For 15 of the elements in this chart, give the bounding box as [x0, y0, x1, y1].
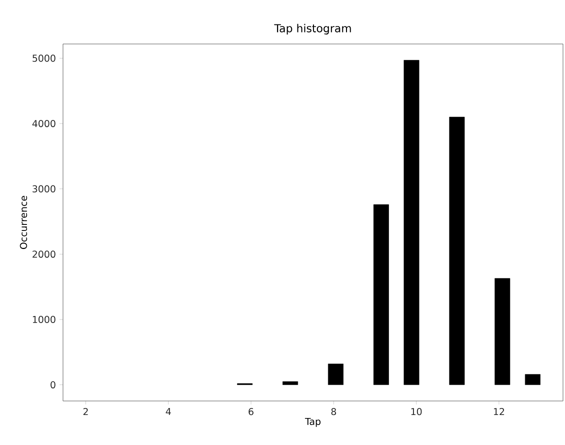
- y-tick-label: 1000: [32, 316, 56, 324]
- x-tick-label: 2: [83, 408, 88, 416]
- x-tick-label: 8: [331, 408, 336, 416]
- y-tick-label: 5000: [32, 54, 56, 62]
- x-tick-label: 12: [494, 408, 504, 416]
- x-axis-title: Tap: [304, 418, 321, 427]
- y-tick-label: 3000: [32, 185, 56, 192]
- y-tick-label: 2000: [32, 250, 56, 258]
- y-tick-label: 4000: [32, 120, 56, 128]
- x-tick-label: 10: [411, 408, 422, 416]
- y-axis-title: Occurrence: [20, 196, 28, 250]
- x-tick-label: 6: [248, 408, 254, 416]
- y-tick-label: 0: [50, 381, 56, 388]
- chart-title: Tap histogram: [274, 24, 351, 34]
- x-tick-label: 4: [166, 408, 171, 415]
